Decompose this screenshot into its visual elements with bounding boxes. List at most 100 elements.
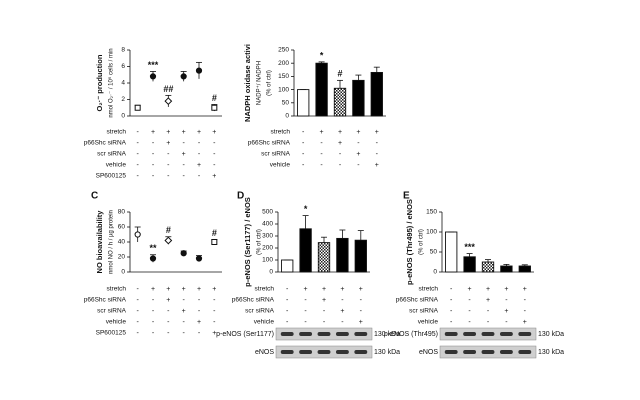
condition-sign: - [450, 297, 453, 304]
condition-sign: - [152, 330, 155, 337]
condition-sign: - [136, 151, 139, 158]
condition-sign: + [340, 308, 344, 315]
panel-label: E [403, 191, 410, 202]
condition-label: vehicle [254, 319, 275, 326]
marker [134, 104, 141, 111]
bar [352, 79, 365, 117]
y-axis-label: NADPH oxidase activi [243, 44, 252, 122]
condition-sign: - [152, 173, 155, 180]
condition-sign: - [339, 162, 342, 169]
marker [211, 104, 218, 111]
condition-sign: + [486, 286, 490, 293]
significance: # [212, 93, 217, 103]
y-tick-label: 200 [278, 60, 289, 67]
blot-band [335, 350, 349, 354]
significance: *** [464, 242, 475, 252]
blot-band [354, 332, 368, 336]
y-tick-label: 40 [118, 239, 126, 246]
blot-label: eNOS [419, 349, 438, 356]
condition-sign: + [523, 286, 527, 293]
blot-band [518, 350, 532, 354]
condition-label: stretch [270, 129, 290, 136]
condition-sign: + [504, 308, 508, 315]
condition-label: scr siRNA [245, 308, 275, 315]
bar [297, 89, 310, 117]
blot-label: p-eNOS (Thr495) [384, 331, 438, 338]
panel-label: D [237, 191, 244, 202]
condition-sign: - [320, 162, 323, 169]
condition-sign: - [182, 297, 185, 304]
condition-sign: - [182, 140, 185, 147]
condition-sign: - [167, 151, 170, 158]
condition-sign: - [468, 319, 471, 326]
condition-label: p66Shc siRNA [84, 140, 127, 147]
condition-sign: - [213, 151, 216, 158]
condition-sign: + [375, 162, 379, 169]
condition-sign: + [320, 129, 324, 136]
condition-sign: + [322, 297, 326, 304]
condition-sign: + [166, 129, 170, 136]
condition-sign: - [323, 308, 326, 315]
marker [180, 250, 187, 257]
condition-sign: - [323, 319, 326, 326]
condition-sign: - [136, 297, 139, 304]
condition-sign: - [198, 173, 201, 180]
condition-label: SP600125 [96, 330, 127, 337]
y-tick-label: 0 [433, 269, 437, 276]
blot-band [317, 350, 331, 354]
condition-sign: - [468, 297, 471, 304]
condition-sign: - [182, 319, 185, 326]
significance: # [166, 225, 171, 235]
condition-sign: - [152, 308, 155, 315]
blot-band [280, 350, 294, 354]
blot-band [518, 332, 532, 336]
marker [180, 73, 187, 80]
condition-sign: + [182, 286, 186, 293]
condition-sign: - [450, 286, 453, 293]
condition-sign: + [338, 129, 342, 136]
blot-band [499, 350, 513, 354]
blot-size: 130 kDa [538, 349, 564, 356]
y-tick-label: 400 [262, 221, 273, 228]
condition-sign: + [304, 286, 308, 293]
significance: # [212, 228, 217, 238]
bar [370, 71, 383, 117]
bar [463, 256, 476, 273]
bar [500, 265, 513, 273]
condition-sign: - [468, 308, 471, 315]
condition-sign: - [286, 308, 289, 315]
condition-sign: - [182, 173, 185, 180]
blot-band [481, 332, 495, 336]
condition-sign: + [166, 286, 170, 293]
condition-label: stretch [106, 129, 126, 136]
marker [211, 239, 218, 245]
marker [195, 255, 203, 262]
blot-band [499, 332, 513, 336]
condition-sign: - [167, 319, 170, 326]
condition-sign: - [360, 297, 363, 304]
condition-sign: + [212, 330, 216, 337]
condition-sign: - [450, 308, 453, 315]
condition-sign: - [341, 297, 344, 304]
condition-sign: + [359, 286, 363, 293]
condition-sign: - [304, 308, 307, 315]
y-tick-label: 0 [269, 269, 273, 276]
condition-sign: - [182, 330, 185, 337]
significance: *** [148, 60, 159, 70]
y-tick-label: 2 [121, 96, 125, 103]
y-tick-label: 200 [262, 245, 273, 252]
y-tick-label: 0 [121, 113, 125, 120]
y-tick-label: 300 [262, 233, 273, 240]
condition-sign: - [360, 308, 363, 315]
condition-sign: - [213, 140, 216, 147]
y-tick-label: 100 [262, 257, 273, 264]
blot-size: 130 kDa [538, 331, 564, 338]
condition-sign: - [487, 308, 490, 315]
y-tick-label: 250 [278, 47, 289, 54]
condition-label: scr siRNA [261, 151, 291, 158]
condition-sign: - [450, 319, 453, 326]
bar [315, 62, 328, 117]
condition-sign: + [182, 308, 186, 315]
y-axis-label: nmol O₂·⁻ / 10⁶ cells / min [108, 48, 115, 117]
condition-sign: - [487, 319, 490, 326]
